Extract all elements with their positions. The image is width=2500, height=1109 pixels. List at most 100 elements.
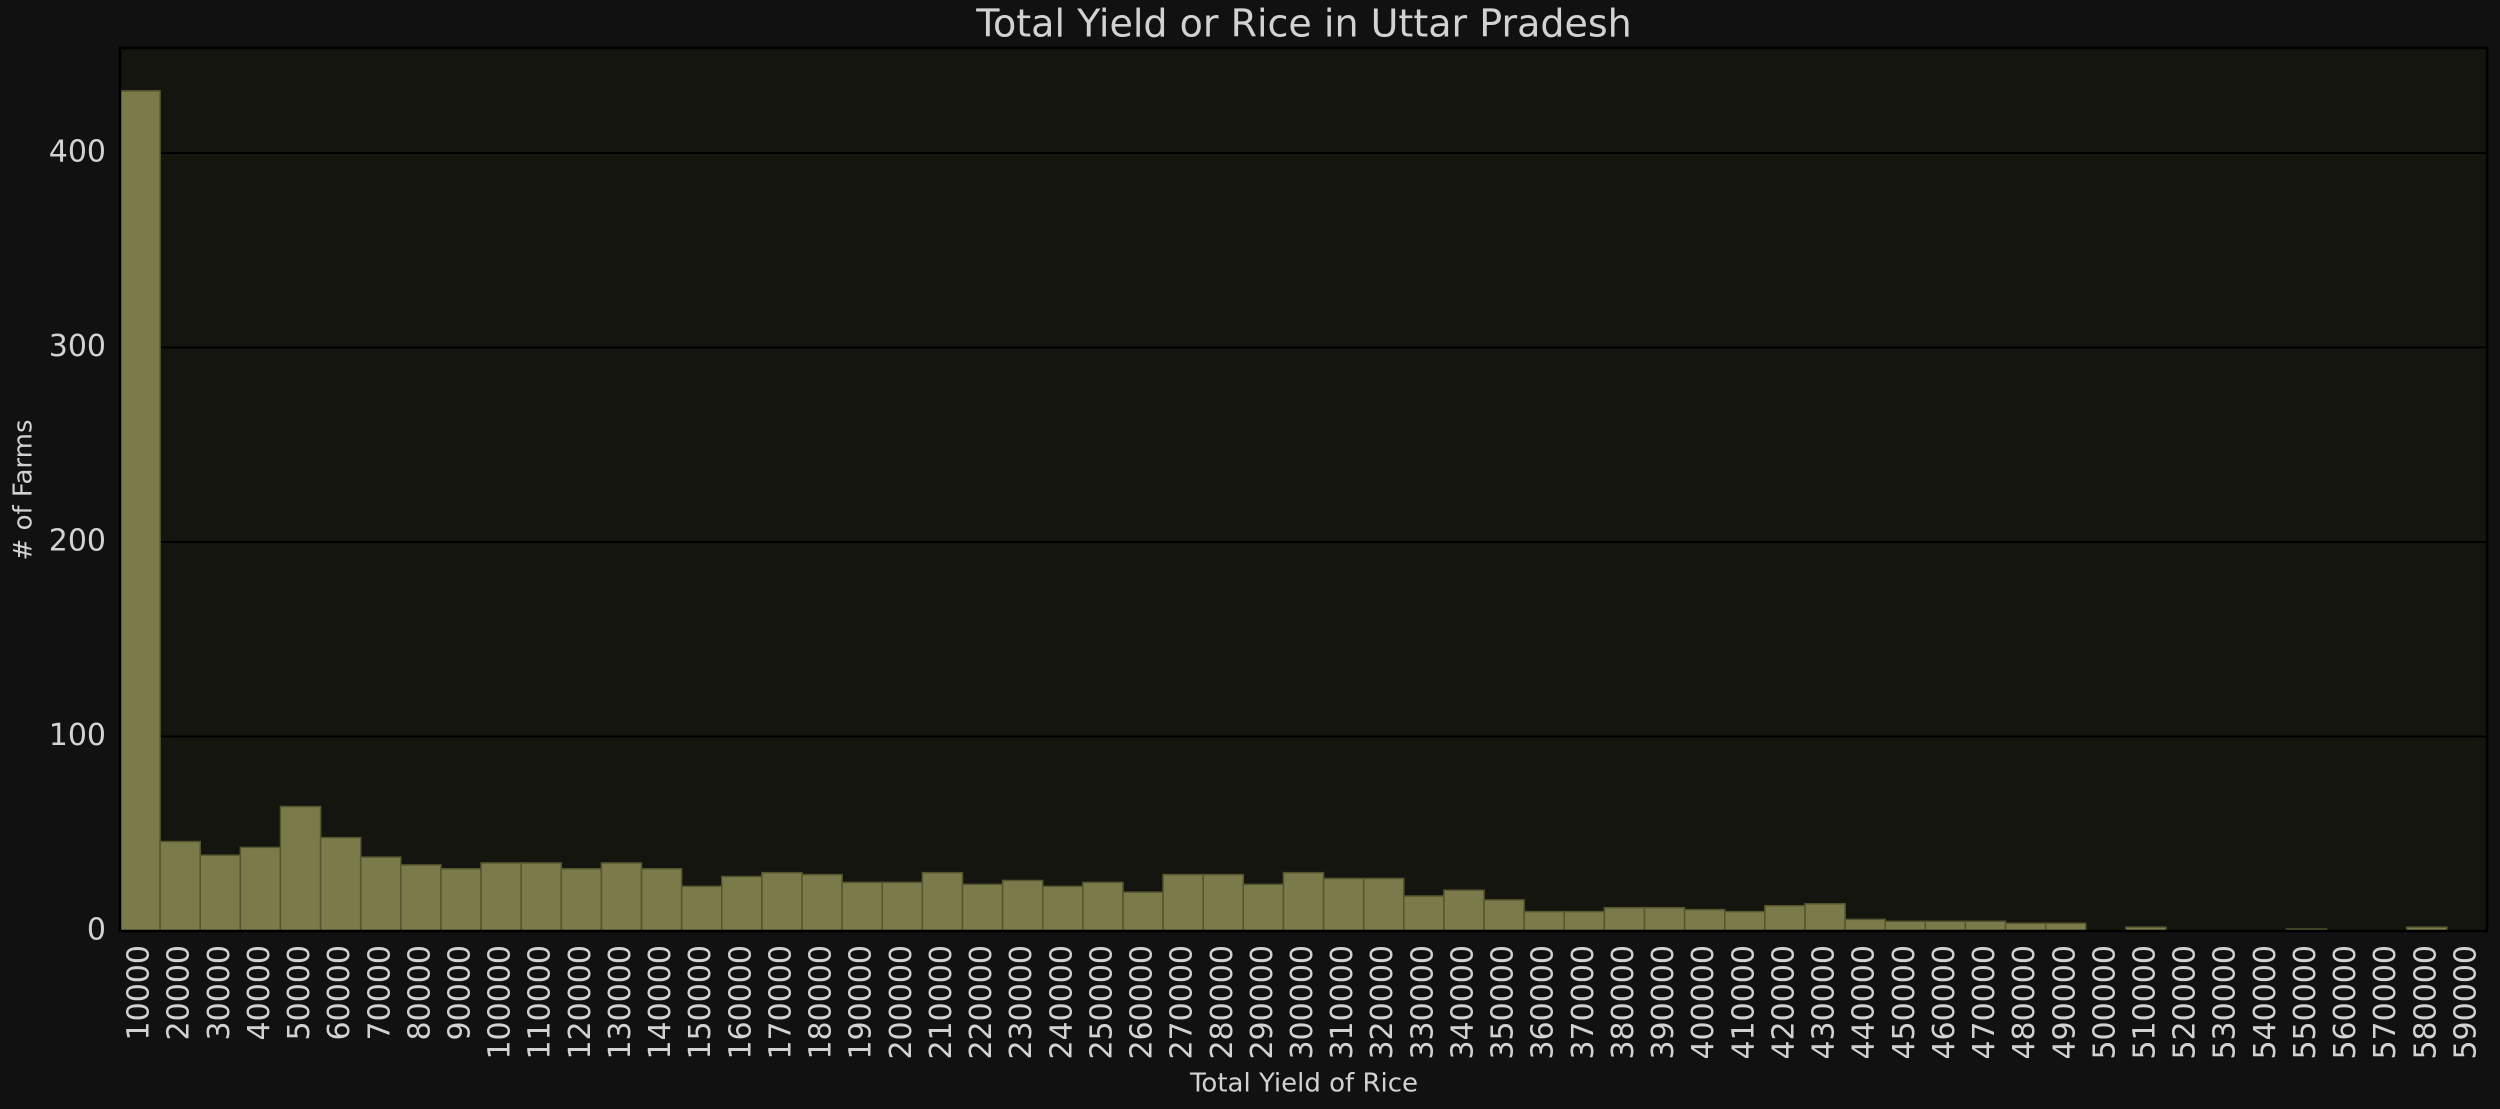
x-tick-label: 160000	[723, 945, 758, 1060]
x-tick-label: 590000	[2448, 945, 2483, 1060]
bar	[1362, 877, 1405, 932]
x-tick-label: 290000	[1245, 945, 1280, 1060]
x-tick-label: 480000	[2007, 945, 2042, 1060]
x-tick-label: 530000	[2208, 945, 2243, 1060]
y-tick-label: 300	[49, 329, 106, 364]
bar	[761, 871, 803, 932]
x-tick-label: 420000	[1766, 945, 1801, 1060]
bar	[1723, 910, 1766, 932]
x-tick-label: 330000	[1405, 945, 1440, 1060]
x-tick-label: 100000	[483, 945, 518, 1060]
bar	[279, 805, 322, 932]
x-tick-label: 120000	[563, 945, 598, 1060]
bar	[1322, 877, 1365, 932]
x-tick-label: 260000	[1125, 945, 1160, 1060]
y-tick-label: 400	[49, 135, 106, 170]
bar	[239, 846, 282, 932]
bar	[1403, 895, 1445, 932]
bar	[1603, 906, 1646, 932]
x-tick-label: 200000	[884, 945, 919, 1060]
bar	[1041, 885, 1084, 932]
bar	[560, 868, 603, 932]
bar	[520, 862, 563, 932]
x-tick-label: 440000	[1847, 945, 1882, 1060]
x-tick-label: 520000	[2168, 945, 2203, 1060]
bar	[1924, 920, 1967, 932]
bar	[400, 864, 442, 932]
bar	[881, 881, 924, 932]
bar	[721, 875, 763, 932]
x-tick-label: 40000	[242, 945, 277, 1040]
bar	[1202, 873, 1245, 932]
bar	[680, 885, 723, 932]
x-tick-label: 580000	[2408, 945, 2443, 1060]
x-tick-label: 500000	[2087, 945, 2122, 1060]
bar	[1082, 881, 1124, 932]
bar	[1162, 873, 1204, 932]
x-tick-label: 240000	[1044, 945, 1079, 1060]
chart-title: Total Yield or Rice in Uttar Pradesh	[975, 2, 1632, 46]
x-tick-label: 560000	[2328, 945, 2363, 1060]
bar	[359, 856, 402, 932]
x-tick-label: 230000	[1004, 945, 1039, 1060]
y-tick-label: 200	[49, 524, 106, 559]
x-tick-label: 310000	[1325, 945, 1360, 1060]
bar	[921, 871, 964, 932]
x-tick-label: 540000	[2248, 945, 2283, 1060]
x-tick-label: 150000	[683, 945, 718, 1060]
x-tick-label: 70000	[362, 945, 397, 1040]
bar	[801, 873, 843, 932]
x-tick-label: 340000	[1445, 945, 1480, 1060]
y-axis-label: # of Farms	[9, 420, 39, 561]
x-tick-label: 90000	[443, 945, 478, 1040]
x-tick-label: 400000	[1686, 945, 1721, 1060]
bar	[1643, 906, 1686, 932]
x-tick-label: 350000	[1486, 945, 1521, 1060]
x-tick-label: 110000	[523, 945, 558, 1060]
bar	[319, 836, 362, 932]
x-tick-label: 470000	[1967, 945, 2002, 1060]
x-tick-label: 180000	[804, 945, 839, 1060]
bar	[1563, 910, 1606, 932]
bar	[1242, 883, 1285, 932]
y-tick-label: 0	[87, 913, 106, 948]
bar	[119, 90, 161, 932]
x-tick-label: 210000	[924, 945, 959, 1060]
bar	[1884, 920, 1927, 932]
x-tick-label: 30000	[202, 945, 237, 1040]
bar	[440, 868, 482, 932]
bar	[1804, 903, 1846, 932]
bar	[1764, 904, 1806, 932]
x-tick-label: 410000	[1726, 945, 1761, 1060]
x-tick-label: 390000	[1646, 945, 1681, 1060]
bar	[1523, 910, 1566, 932]
x-tick-label: 320000	[1365, 945, 1400, 1060]
bar	[1443, 889, 1485, 932]
x-tick-label: 450000	[1887, 945, 1922, 1060]
plot-border	[118, 46, 2489, 933]
x-tick-label: 510000	[2127, 945, 2162, 1060]
x-tick-label: 270000	[1165, 945, 1200, 1060]
bar	[159, 840, 201, 932]
x-tick-label: 250000	[1084, 945, 1119, 1060]
x-tick-label: 130000	[603, 945, 638, 1060]
bar	[640, 868, 683, 932]
x-tick-label: 60000	[322, 945, 357, 1040]
x-tick-label: 50000	[282, 945, 317, 1040]
x-tick-label: 300000	[1285, 945, 1320, 1060]
bar	[1282, 871, 1325, 932]
bar	[1683, 908, 1726, 932]
x-tick-label: 550000	[2288, 945, 2323, 1060]
bar	[1964, 920, 2007, 932]
x-tick-label: 380000	[1606, 945, 1641, 1060]
x-tick-label: 10000	[122, 945, 157, 1040]
bar	[600, 862, 643, 932]
bar	[1844, 918, 1886, 932]
bar	[480, 862, 522, 932]
x-tick-label: 280000	[1205, 945, 1240, 1060]
x-tick-label: 20000	[162, 945, 197, 1040]
x-tick-label: 220000	[964, 945, 999, 1060]
x-tick-label: 460000	[1927, 945, 1962, 1060]
x-tick-label: 80000	[402, 945, 437, 1040]
